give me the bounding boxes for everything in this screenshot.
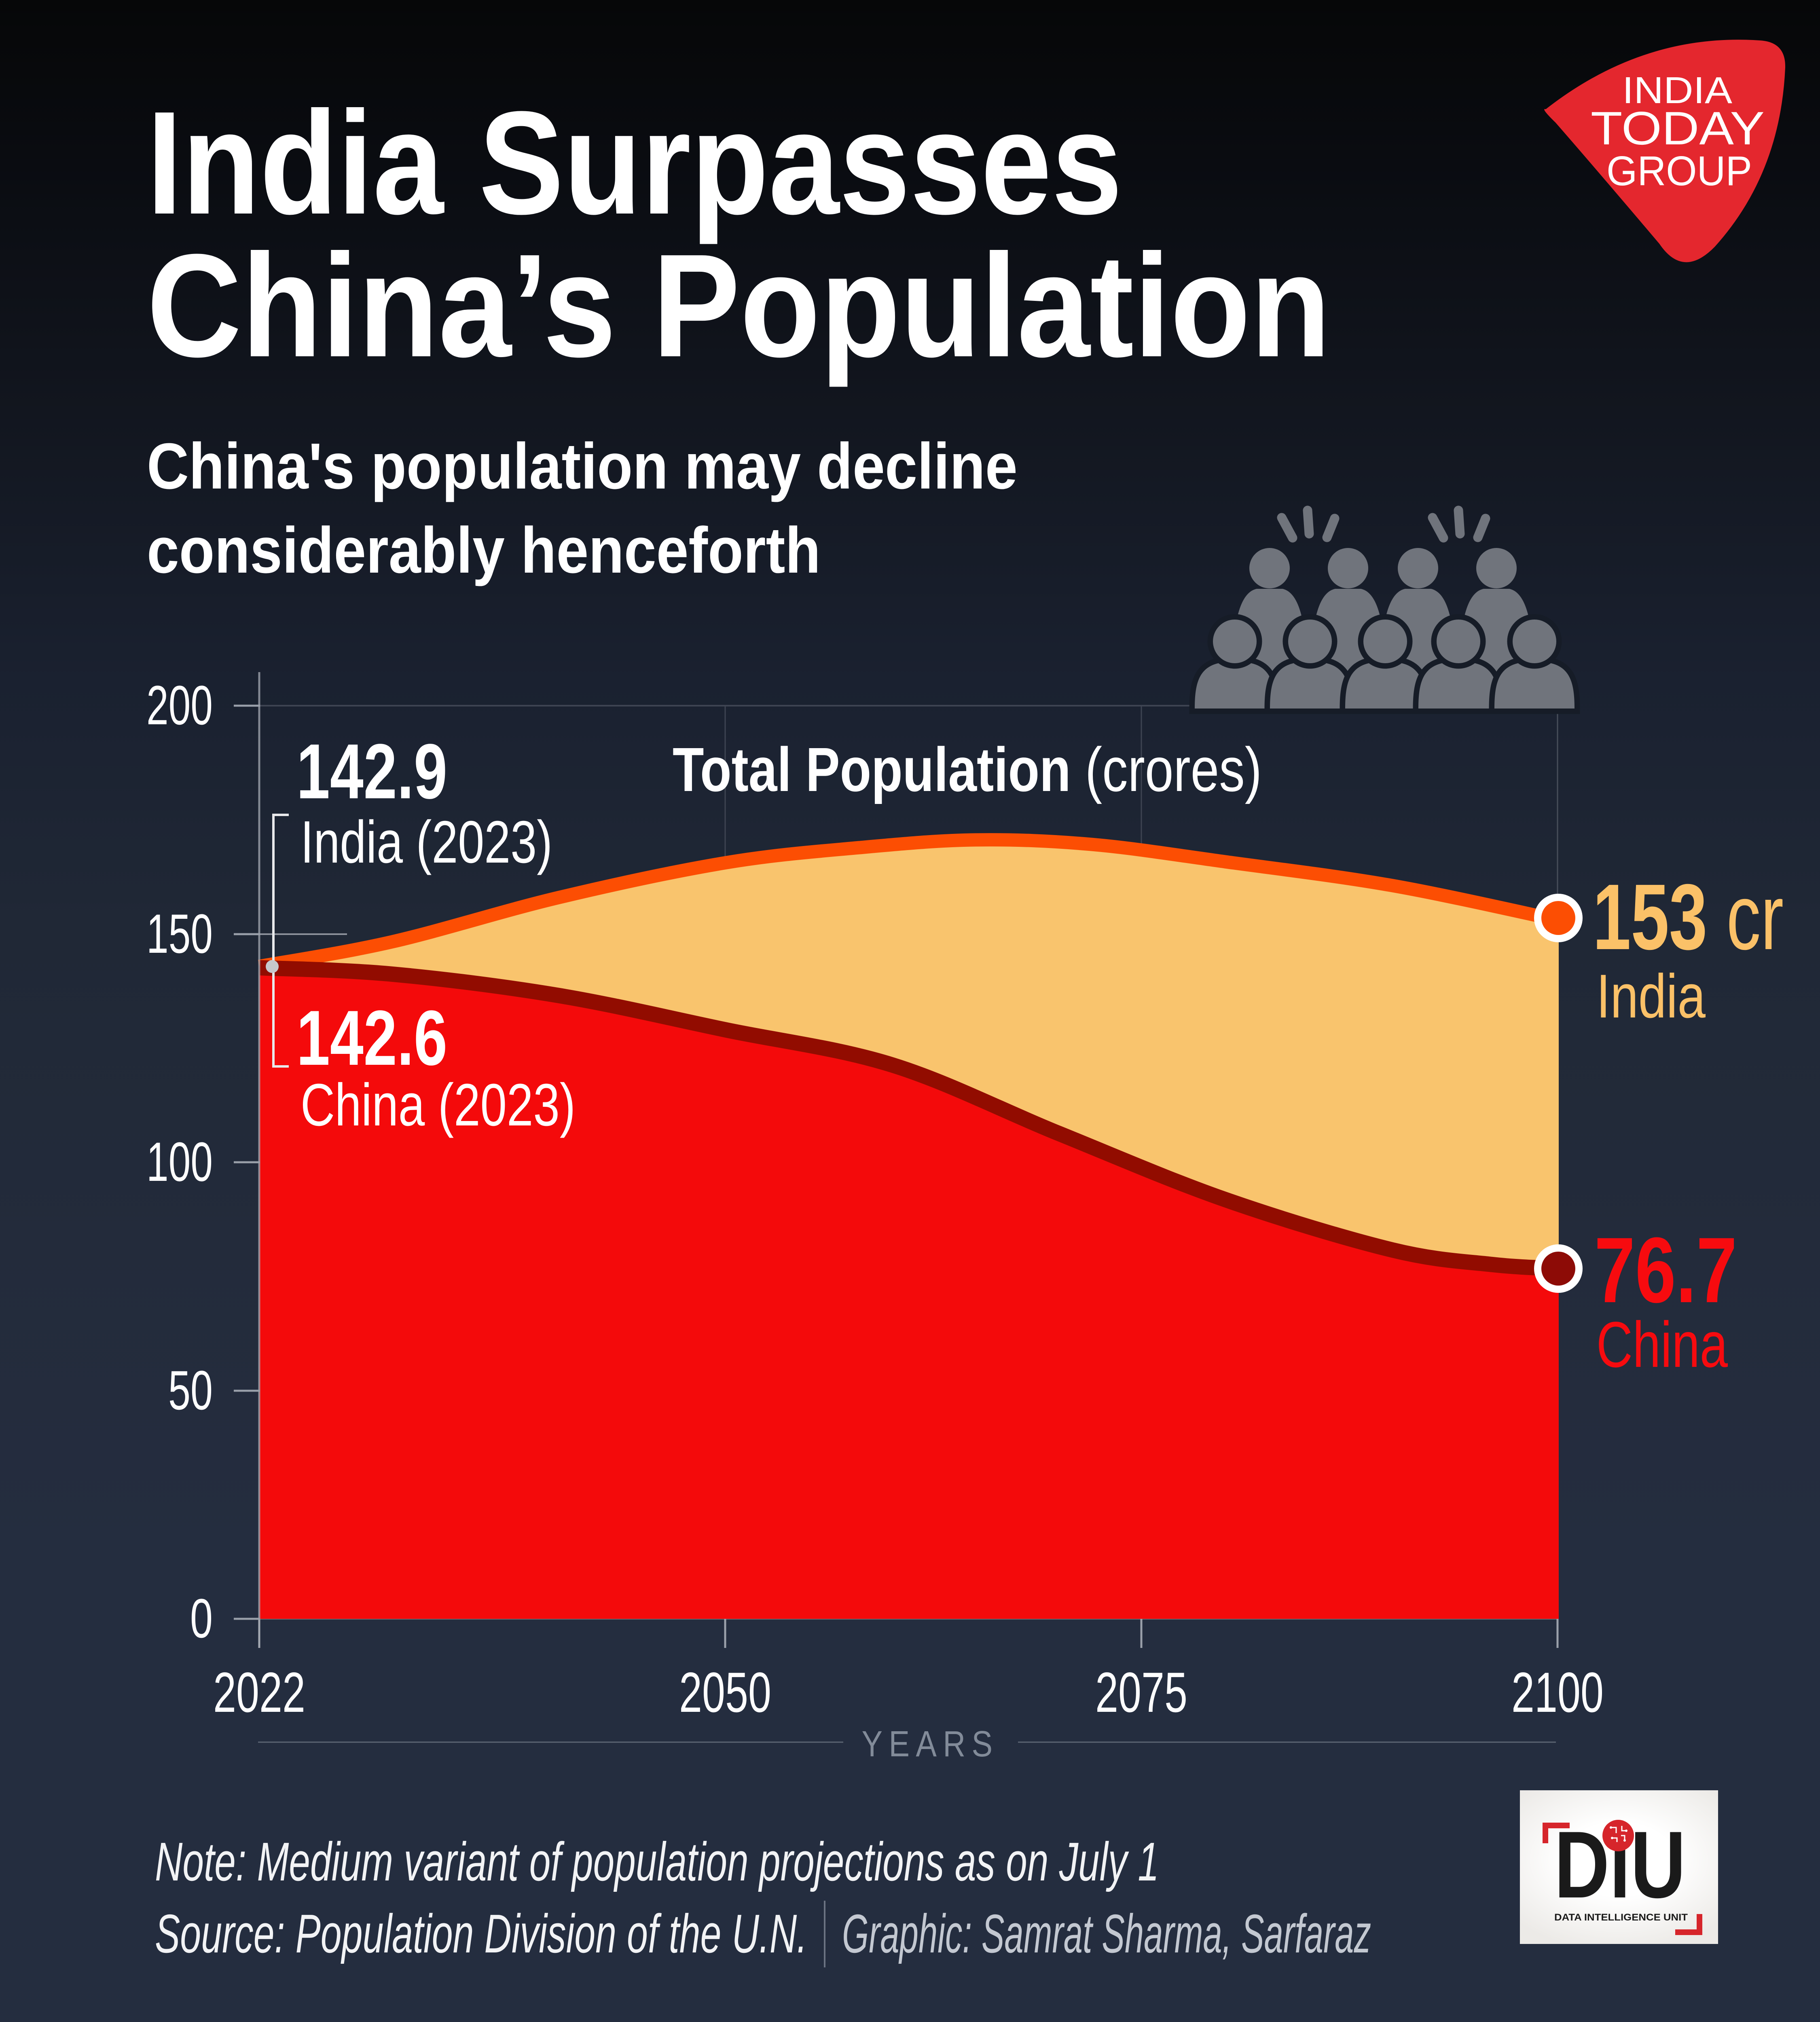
svg-text:GROUP: GROUP bbox=[1606, 148, 1752, 194]
svg-text:TODAY: TODAY bbox=[1591, 102, 1765, 154]
svg-text:INDIA: INDIA bbox=[1622, 69, 1732, 111]
svg-text:DATA INTELLIGENCE UNIT: DATA INTELLIGENCE UNIT bbox=[1554, 1912, 1688, 1923]
